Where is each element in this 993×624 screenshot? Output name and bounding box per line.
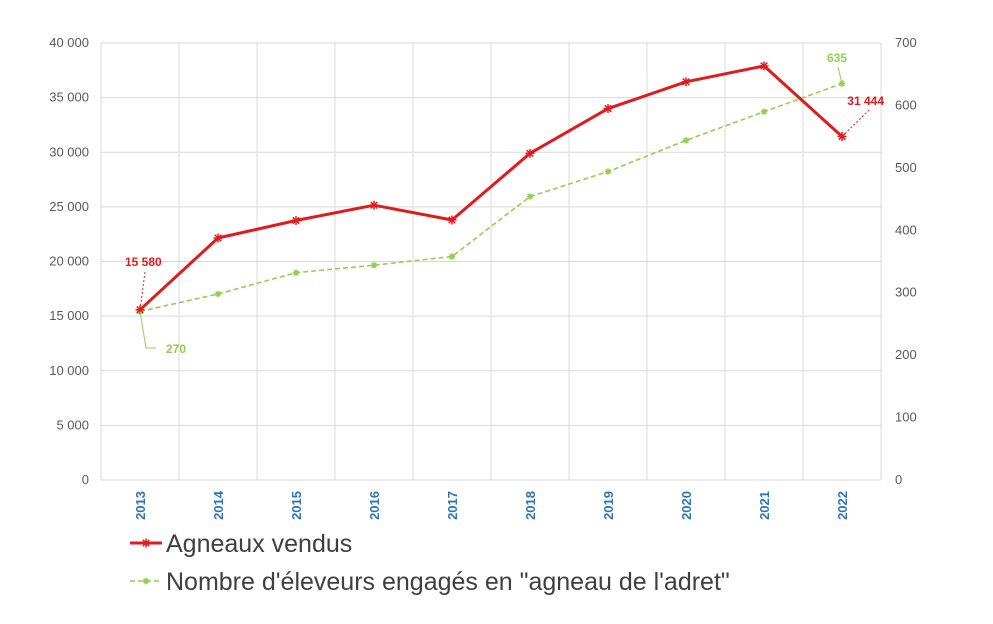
- legend-label-1: Nombre d'éleveurs engagés en "agneau de …: [166, 568, 730, 596]
- data-point-1: [370, 262, 378, 269]
- gridlines: [100, 42, 882, 481]
- x-tick-label: 2022: [835, 491, 850, 520]
- left-tick-label: 25 000: [49, 199, 89, 214]
- data-point-0: [603, 104, 613, 114]
- data-point-0: [369, 200, 379, 210]
- legend-marker-1: [142, 577, 150, 585]
- x-tick-label: 2017: [445, 491, 460, 520]
- data-point-0: [447, 215, 457, 225]
- right-tick-label: 400: [895, 222, 917, 237]
- right-tick-label: 700: [895, 35, 917, 50]
- left-tick-label: 0: [82, 472, 89, 487]
- annotation-label: 15 580: [125, 255, 162, 269]
- x-axis-ticks: 2013 2014 2015 2016 2017 2018 2019 2020 2021 2022: [133, 490, 850, 520]
- right-tick-label: 300: [895, 285, 917, 300]
- left-tick-label: 30 000: [49, 144, 89, 159]
- x-tick-label: 2019: [601, 491, 616, 520]
- legend-label-0: Agneaux vendus: [166, 530, 352, 558]
- x-tick-label: 2013: [133, 491, 148, 520]
- right-tick-label: 500: [895, 160, 917, 175]
- left-tick-label: 35 000: [49, 90, 89, 105]
- annotations: 15 580 31 444 270 635: [125, 51, 884, 356]
- x-tick-label: 2021: [757, 491, 772, 520]
- data-point-0: [213, 233, 223, 243]
- right-axis-ticks: 0 100 200 300 400 500 600 700: [895, 35, 917, 487]
- data-point-1: [448, 253, 456, 260]
- legend-marker-0: [141, 538, 151, 548]
- x-tick-label: 2018: [523, 491, 538, 520]
- x-tick-label: 2016: [367, 491, 382, 520]
- annotation-leader: [837, 66, 843, 84]
- annotation-label: 270: [166, 342, 186, 356]
- data-point-0: [759, 61, 769, 71]
- x-tick-label: 2020: [679, 491, 694, 520]
- left-tick-label: 5 000: [56, 417, 89, 432]
- x-tick-label: 2014: [211, 490, 226, 520]
- right-tick-label: 600: [895, 97, 917, 112]
- right-tick-label: 100: [895, 410, 917, 425]
- data-point-0: [525, 148, 535, 158]
- annotation-leader: [139, 311, 156, 349]
- data-point-1: [682, 137, 690, 144]
- data-point-0: [681, 77, 691, 87]
- left-tick-label: 10 000: [49, 363, 89, 378]
- legend: Agneaux vendus Nombre d'éleveurs engagés …: [130, 530, 730, 596]
- data-point-1: [292, 269, 300, 276]
- left-tick-label: 20 000: [49, 254, 89, 269]
- annotation-label: 31 444: [847, 94, 884, 108]
- right-tick-label: 0: [895, 472, 902, 487]
- right-tick-label: 200: [895, 347, 917, 362]
- annotation-leader: [841, 109, 870, 137]
- x-tick-label: 2015: [289, 491, 304, 520]
- data-point-1: [760, 108, 768, 115]
- data-point-1: [526, 193, 534, 200]
- series-line-1: [139, 82, 843, 313]
- left-axis-ticks: 0 5 000 10 000 15 000 20 000 25 000 30 000 35 0…: [49, 35, 89, 487]
- series-line-0: [138, 64, 844, 311]
- data-point-0: [291, 216, 301, 226]
- data-point-1: [604, 168, 612, 175]
- left-tick-label: 15 000: [49, 308, 89, 323]
- annotation-label: 635: [827, 51, 847, 65]
- left-tick-label: 40 000: [49, 35, 89, 50]
- data-point-1: [214, 290, 222, 298]
